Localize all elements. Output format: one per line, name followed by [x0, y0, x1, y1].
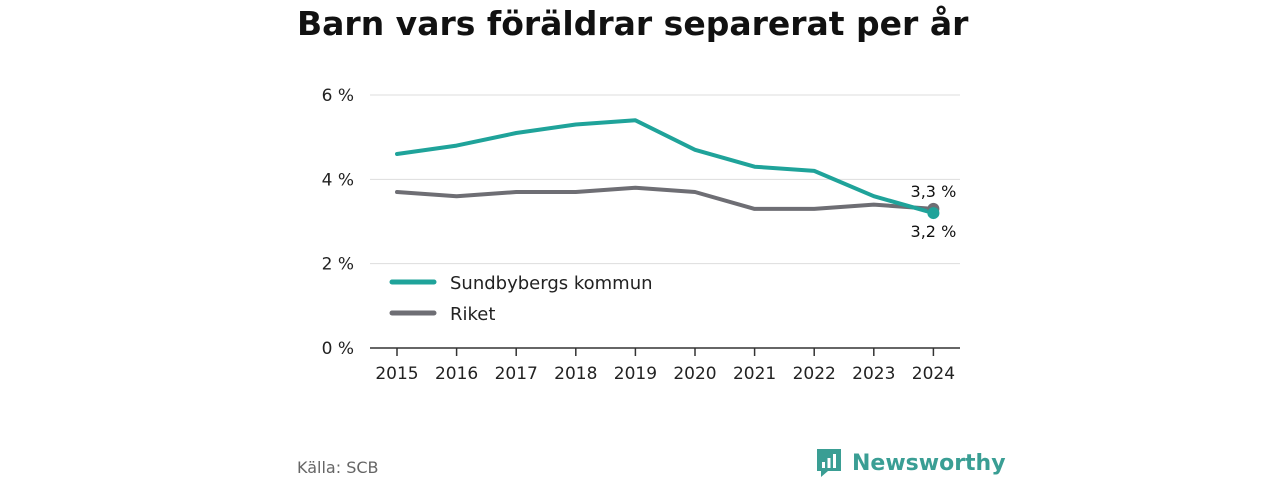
y-tick-label: 0 % [322, 339, 354, 359]
legend-label: Riket [450, 304, 495, 325]
series-end-label: 3,3 % [911, 182, 957, 201]
legend-label: Sundbybergs kommun [450, 273, 653, 294]
x-tick-label: 2021 [733, 364, 776, 384]
series-endpoint [927, 207, 940, 220]
x-tick-label: 2023 [852, 364, 895, 384]
legend: Sundbybergs kommun Riket [389, 273, 653, 325]
newsworthy-logo-icon [817, 449, 841, 477]
line-chart: 0 % 2 % 4 % 6 % 2015 2016 2017 2018 2019 2020 202… [322, 86, 960, 384]
series-lines [395, 118, 936, 216]
y-tick-label: 6 % [322, 86, 354, 106]
brand-name: Newsworthy [852, 450, 1006, 476]
y-axis-ticks: 0 % 2 % 4 % 6 % [322, 86, 354, 359]
series-endpoints: 3,2 % 3,3 % [911, 182, 957, 241]
series-line [395, 118, 936, 216]
x-tick-label: 2020 [673, 364, 716, 384]
y-tick-label: 4 % [322, 170, 354, 190]
brand-logo: Newsworthy [815, 446, 1006, 480]
chart-title: Barn vars föräldrar separerat per år [297, 4, 969, 43]
x-tick-label: 2016 [435, 364, 478, 384]
series-end-label: 3,2 % [911, 222, 957, 241]
series-line [395, 185, 936, 211]
x-tick-label: 2024 [912, 364, 955, 384]
x-axis: 2015 2016 2017 2018 2019 2020 2021 2022 2023 2024 [370, 347, 960, 384]
y-tick-label: 2 % [322, 255, 354, 275]
x-tick-label: 2018 [554, 364, 597, 384]
x-tick-label: 2022 [793, 364, 836, 384]
x-tick-label: 2017 [495, 364, 538, 384]
x-tick-label: 2015 [375, 364, 418, 384]
source-note: Källa: SCB [297, 458, 379, 477]
grid-lines [370, 94, 960, 265]
x-tick-label: 2019 [614, 364, 657, 384]
